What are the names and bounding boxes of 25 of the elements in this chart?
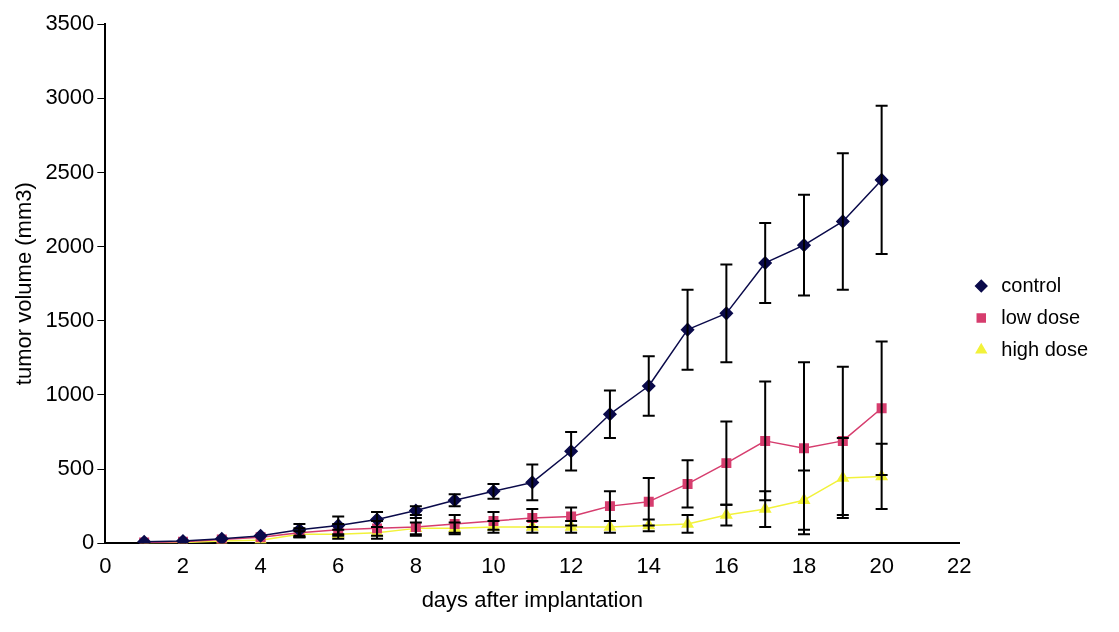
x-tick-label: 4 [254, 553, 267, 579]
x-tick-label: 20 [869, 553, 894, 579]
y-tick-label: 500 [57, 455, 95, 481]
y-tick-label: 3000 [45, 84, 95, 110]
y-tick-label: 0 [82, 529, 95, 555]
y-tick-label: 3500 [45, 10, 95, 36]
x-tick-label: 12 [558, 553, 584, 579]
legend-label: control [1001, 273, 1062, 296]
x-tick-label: 2 [176, 553, 190, 579]
x-tick-label: 14 [636, 553, 661, 579]
x-tick-label: 16 [714, 553, 739, 579]
y-tick-label: 2000 [45, 232, 95, 258]
legend-label: low dose [1001, 305, 1081, 328]
x-tick-label: 22 [947, 553, 972, 579]
x-tick-label: 6 [332, 553, 345, 579]
x-tick-label: 18 [791, 553, 817, 579]
x-tick-label: 8 [409, 553, 422, 579]
legend-label: high dose [1001, 337, 1089, 360]
y-tick-label: 1500 [45, 306, 95, 332]
x-tick-label: 0 [99, 553, 112, 579]
y-axis-title: tumor volume (mm3) [11, 182, 37, 386]
x-tick-label: 10 [481, 553, 506, 579]
x-axis-title: days after implantation [421, 586, 643, 612]
y-tick-label: 2500 [45, 158, 95, 184]
y-tick-label: 1000 [45, 380, 95, 406]
